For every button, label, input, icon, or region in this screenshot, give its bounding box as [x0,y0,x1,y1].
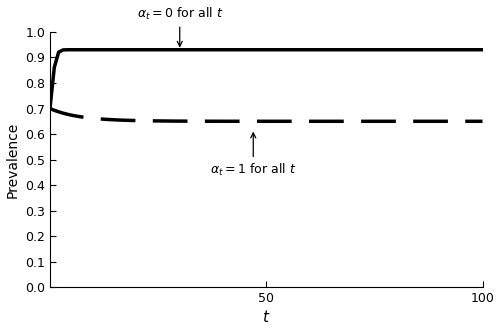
Y-axis label: Prevalence: Prevalence [6,121,20,198]
X-axis label: $t$: $t$ [262,309,270,325]
Text: $\alpha_t = 0$ for all $t$: $\alpha_t = 0$ for all $t$ [136,6,223,46]
Text: $\alpha_t = 1$ for all $t$: $\alpha_t = 1$ for all $t$ [210,133,296,178]
